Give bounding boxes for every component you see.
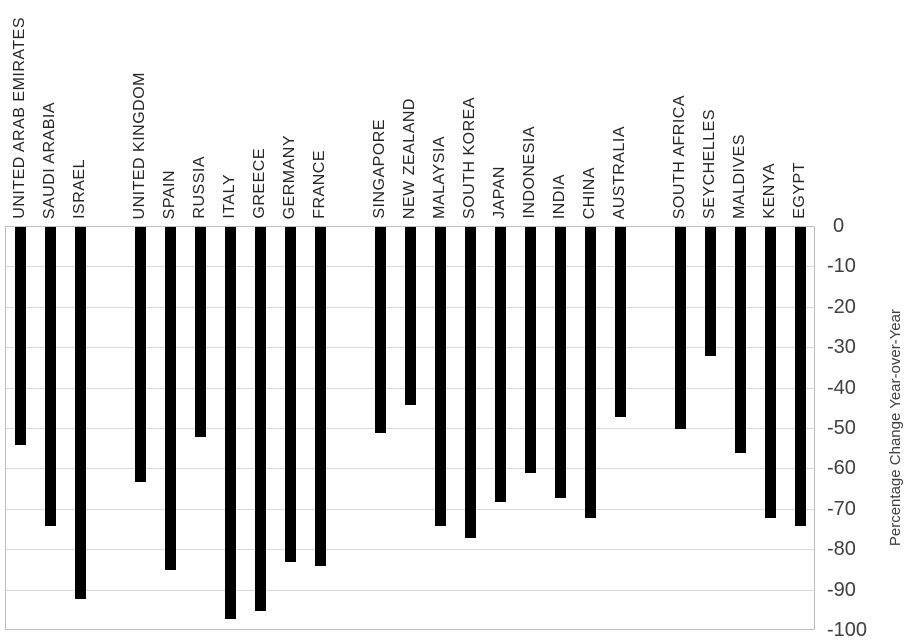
plot-area: [5, 226, 815, 630]
gridline--70: [6, 508, 814, 510]
category-label-new-zealand: NEW ZEALAND: [401, 97, 418, 219]
y-tick-label--70: -70: [827, 497, 856, 520]
y-tick-label-0: 0: [833, 215, 845, 237]
category-label-saudi-arabia: SAUDI ARABIA: [41, 101, 58, 219]
bar-spain: [165, 227, 176, 571]
gridline--50: [6, 428, 814, 429]
y-tick-label--30: -30: [827, 336, 856, 359]
category-label-maldives: MALDIVES: [731, 134, 748, 219]
bar-india: [555, 227, 566, 498]
bar-united-arab-emirates: [15, 227, 26, 446]
category-label-malaysia: MALAYSIA: [431, 136, 448, 219]
category-label-kenya: KENYA: [761, 163, 778, 219]
bar-new-zealand: [405, 227, 416, 405]
category-label-russia: RUSSIA: [191, 156, 208, 219]
bar-indonesia: [525, 227, 536, 474]
category-label-india: INDIA: [551, 173, 568, 219]
bar-malaysia: [435, 227, 446, 526]
bar-south-africa: [675, 227, 686, 429]
category-label-seychelles: SEYCHELLES: [701, 109, 718, 219]
category-label-italy: ITALY: [221, 174, 238, 219]
gridline--80: [6, 549, 814, 551]
bar-russia: [195, 227, 206, 438]
y-tick-label--10: -10: [827, 255, 856, 278]
category-label-indonesia: INDONESIA: [521, 126, 538, 219]
bar-japan: [495, 227, 506, 502]
category-label-germany: GERMANY: [281, 134, 298, 219]
bar-greece: [255, 227, 266, 611]
category-label-israel: ISRAEL: [71, 159, 88, 219]
category-label-singapore: SINGAPORE: [371, 119, 388, 219]
bar-saudi-arabia: [45, 227, 56, 526]
bar-kenya: [765, 227, 776, 518]
category-label-australia: AUSTRALIA: [611, 125, 628, 219]
y-tick-label--50: -50: [827, 417, 856, 439]
category-label-south-korea: SOUTH KOREA: [461, 97, 478, 219]
y-tick-label--20: -20: [827, 295, 856, 318]
category-label-france: FRANCE: [311, 150, 328, 219]
bar-germany: [285, 227, 296, 563]
category-label-spain: SPAIN: [161, 169, 178, 219]
category-label-japan: JAPAN: [491, 166, 508, 219]
bar-italy: [225, 227, 236, 619]
y-axis-title: Percentage Change Year-over-Year: [882, 226, 908, 630]
y-tick-label--80: -80: [827, 538, 856, 561]
bar-australia: [615, 227, 626, 417]
bar-egypt: [795, 227, 806, 526]
bar-south-korea: [465, 227, 476, 539]
y-axis-title-text: Percentage Change Year-over-Year: [886, 309, 904, 547]
category-label-greece: GREECE: [251, 148, 268, 219]
bar-singapore: [375, 227, 386, 434]
gridline--90: [6, 589, 814, 591]
y-tick-label--90: -90: [827, 578, 856, 601]
y-tick-label--100: -100: [827, 619, 868, 641]
bar-united-kingdom: [135, 227, 146, 482]
y-tick-label--40: -40: [827, 376, 856, 399]
bar-france: [315, 227, 326, 567]
category-label-united-arab-emirates: UNITED ARAB EMIRATES: [11, 17, 28, 219]
category-label-egypt: EGYPT: [791, 162, 808, 219]
category-label-south-africa: SOUTH AFRICA: [671, 94, 688, 219]
category-label-china: CHINA: [581, 166, 598, 219]
bar-israel: [75, 227, 86, 599]
bar-maldives: [735, 227, 746, 454]
category-label-united-kingdom: UNITED KINGDOM: [131, 71, 148, 219]
bar-china: [585, 227, 596, 518]
y-tick-label--60: -60: [827, 457, 856, 480]
gridline--60: [6, 468, 814, 470]
bar-seychelles: [705, 227, 716, 357]
